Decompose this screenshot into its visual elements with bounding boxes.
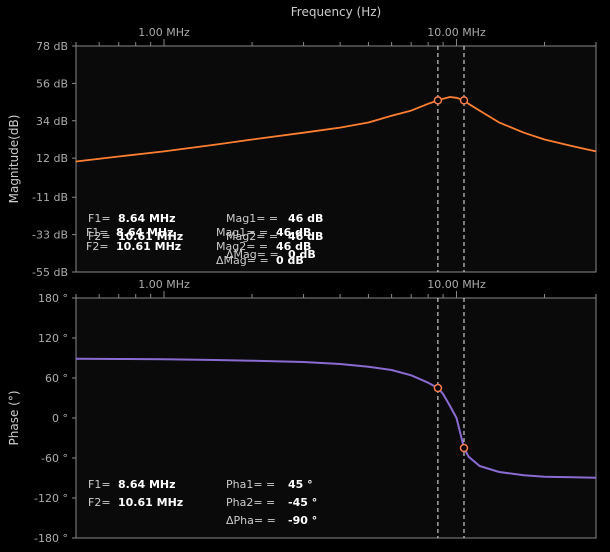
info-label: F2=	[88, 230, 111, 243]
cursor-marker[interactable]	[460, 97, 467, 104]
cursor-marker[interactable]	[434, 97, 441, 104]
cursor-marker[interactable]	[434, 385, 441, 392]
info-value: 46 dB	[288, 230, 323, 243]
info-value: 8.64 MHz	[118, 212, 176, 225]
y-tick-label: -120 °	[34, 492, 68, 505]
info-label: F1=	[88, 478, 111, 491]
x-tick-label: 10.00 MHz	[427, 26, 486, 39]
chart-title: Frequency (Hz)	[291, 5, 382, 19]
info-value: 46 dB	[288, 212, 323, 225]
info-value: -90 °	[288, 514, 317, 527]
y-tick-label: 180 °	[38, 292, 68, 305]
info-label: Mag2= =	[226, 230, 278, 243]
info-label: Mag1= =	[226, 212, 278, 225]
bode-plot: Frequency (Hz) -55 dB -33 dB -11 dB 12 dB 34 …	[0, 0, 610, 552]
info-label: Pha1= =	[226, 478, 275, 491]
y-tick-label: -180 °	[34, 532, 68, 545]
x-tick-label: 1.00 MHz	[138, 26, 190, 39]
info-value: 10.61 MHz	[118, 496, 183, 509]
info-value: 45 °	[288, 478, 313, 491]
info-label: F2=	[88, 496, 111, 509]
y-tick-label: -60 °	[41, 452, 68, 465]
x-tick-label: 10.00 MHz	[427, 278, 486, 291]
y-tick-label: 60 °	[45, 372, 68, 385]
info-value: 8.64 MHz	[118, 478, 176, 491]
cursor-marker[interactable]	[460, 445, 467, 452]
info-value: 0 dB	[288, 248, 316, 261]
y-tick-label: -33 dB	[32, 229, 68, 242]
y-tick-label: 78 dB	[36, 40, 68, 53]
y-tick-label: 34 dB	[36, 115, 68, 128]
y-tick-label: 120 °	[38, 332, 68, 345]
info-label: F1=	[88, 212, 111, 225]
magnitude-ylabel: Magnitude(dB)	[7, 115, 21, 204]
y-tick-label: -55 dB	[32, 266, 68, 279]
info-label: Pha2= =	[226, 496, 275, 509]
info-value: 10.61 MHz	[118, 230, 183, 243]
x-tick-label: 1.00 MHz	[138, 278, 190, 291]
y-tick-label: 12 dB	[36, 152, 68, 165]
phase-ylabel: Phase (°)	[7, 390, 21, 445]
y-tick-label: 56 dB	[36, 77, 68, 90]
y-tick-label: -11 dB	[32, 191, 68, 204]
info-label: ΔPha= =	[226, 514, 276, 527]
info-value: -45 °	[288, 496, 317, 509]
info-label: ΔMag= =	[226, 248, 279, 261]
y-tick-label: 0 °	[52, 412, 68, 425]
